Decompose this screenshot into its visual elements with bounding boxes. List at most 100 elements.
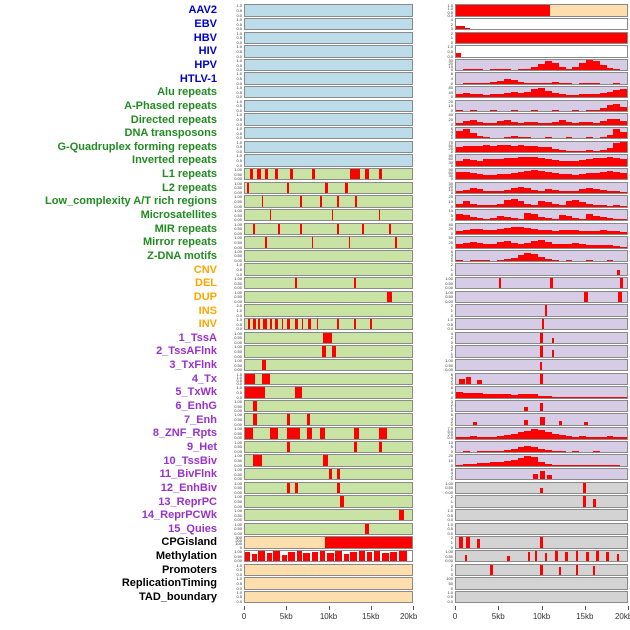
y-axis-ticks: 1.0 0.5 0.0 [413,523,455,535]
y-tick-label: 0.00 [234,189,242,194]
track-panel-left [244,127,413,140]
data-bar [579,243,587,248]
data-bar [551,396,559,398]
data-bar [531,253,539,262]
data-bar [572,230,580,234]
y-tick-label: 0.00 [234,517,242,522]
data-bar [618,291,622,303]
track-panel-right [455,127,628,140]
data-bar [592,188,600,193]
y-tick-label: 2 [450,377,453,383]
track-row: 13_ReprPC 1.00 0.50 0.00 2 1 0 [0,495,630,508]
data-bar [544,242,552,248]
x-tick-mark [584,606,586,610]
data-bar [497,228,504,234]
data-bar [524,445,532,453]
data-bar [550,278,553,289]
data-bar [579,218,587,221]
data-bar [572,465,580,466]
y-tick-label: 10 [448,64,453,70]
data-bar [510,258,518,262]
data-bar [531,394,539,398]
y-tick-label: 5 [450,212,453,218]
y-axis-ticks: 1.0 0.5 0.0 [222,564,244,576]
y-tick-label: 0.0 [447,435,453,440]
data-bar [483,437,491,439]
y-tick-label: 0.00 [234,435,242,440]
y-tick-label: 0.00 [234,462,242,467]
data-bar [579,451,587,453]
track-panel-left [244,113,413,126]
track-row: L2 repeats 1.00 0.50 0.00 30 20 10 0 [0,181,630,194]
y-axis-ticks: 1.00 0.50 0.00 [222,427,244,439]
data-bar [572,396,580,398]
data-bar [503,119,511,125]
track-row: ReplicationTiming 1.0 0.5 0.0 100 50 0 [0,577,630,590]
data-bar [592,396,600,398]
data-bar [456,5,551,16]
track-panel-left [244,45,413,58]
data-bar [551,82,559,84]
track-panel-right [455,331,628,345]
data-bar [498,278,502,289]
data-bar [606,218,614,221]
data-bar [462,260,470,262]
y-axis-ticks: 50 25 0 [413,236,455,248]
data-bar [517,201,525,207]
y-axis-ticks: 1.0 0.5 0.0 [222,32,244,44]
track-panel-right [455,154,628,167]
y-tick-label: 20 [448,195,453,200]
data-bar [531,429,539,439]
track-panel-left [244,4,413,17]
data-bar [483,123,491,125]
track-panel-right [455,386,628,399]
data-bar [278,223,281,234]
track-row: A-Phased repeats 1.0 0.5 0.0 20 10 0 [0,99,630,113]
data-bar [295,319,298,330]
data-bar [544,60,552,71]
x-tick-label: 10kb [319,612,338,621]
y-axis-ticks: 1.00 0.50 0.00 [413,359,455,371]
data-bar [539,537,544,548]
y-tick-label: 0.0 [236,26,242,31]
y-tick-label: 1.0 [236,308,242,314]
y-tick-label: 10 [448,103,453,109]
y-tick-label: 1.0 [236,317,242,322]
data-bar [462,83,470,84]
data-bar [551,337,555,343]
data-bar [353,278,356,289]
y-tick-label: 2 [450,304,453,309]
data-bar [245,428,254,439]
y-axis-ticks: 1.0 0.5 0.0 [222,59,244,71]
track-panel-left [244,358,413,372]
data-bar [586,149,593,153]
track-label: TAD_boundary [138,590,217,603]
y-tick-label: 1.0 [447,317,453,322]
data-bar [497,144,504,153]
data-bar [592,204,600,207]
data-bar [572,67,580,71]
y-tick-label: 0 [450,121,453,126]
data-bar [572,160,580,166]
y-tick-label: 0 [450,176,453,181]
track-panel-left [244,31,413,44]
data-bar [551,93,559,98]
data-bar [620,246,627,248]
data-bar [476,174,484,180]
track-panel-left [244,208,413,222]
y-tick-label: 2.5 [447,432,453,438]
y-tick-label: 90 [448,154,453,159]
track-row: 6_EnhG 1.00 0.50 0.00 3 2 1 0 [0,399,630,413]
data-bar [466,537,470,548]
track-label: 13_ReprPC [158,495,217,508]
data-bar [606,147,614,153]
data-bar [483,137,491,139]
data-bar [579,202,587,207]
track-label: 3_TxFlnk [169,359,217,372]
data-bar [620,132,627,139]
data-bar [586,436,593,439]
data-bar [579,121,587,125]
data-bar [613,118,621,125]
y-tick-label: 75 [448,140,453,145]
track-panel-left [244,372,413,385]
